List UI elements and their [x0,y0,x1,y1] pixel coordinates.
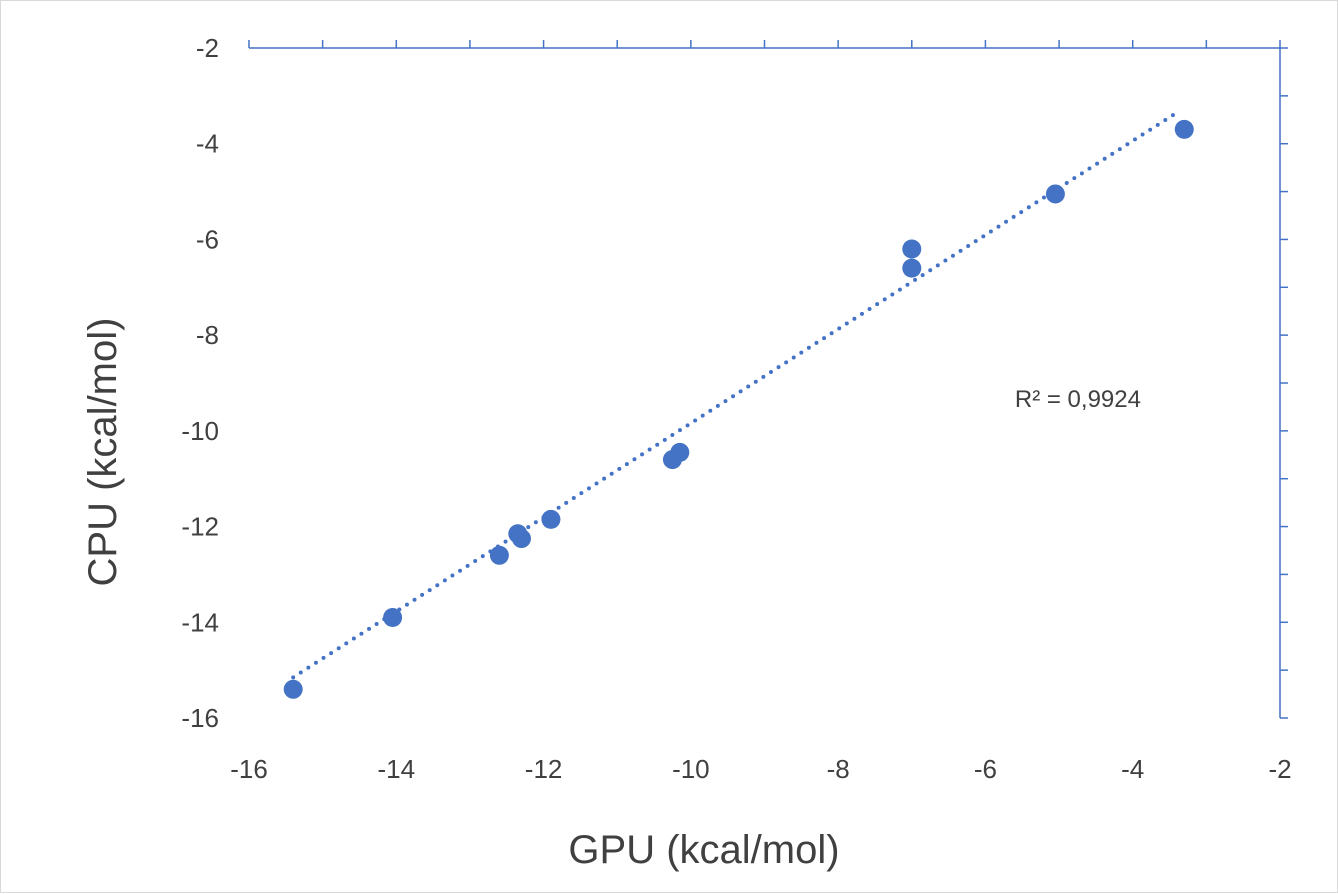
x-tick-label: -8 [827,754,850,784]
data-point [283,679,303,699]
data-point [383,608,403,627]
x-tick-label: -14 [377,754,415,784]
trendline [291,110,1179,680]
data-point [541,509,561,529]
data-point [902,239,922,259]
x-tick-label: -10 [672,754,710,784]
data-point [902,258,922,278]
axes-group [248,40,1288,719]
y-tick-label: -12 [181,512,219,542]
y-tick-label: -8 [196,320,219,350]
y-tick-labels: -16 -14 -12 -10 -8 -6 -4 -2 [181,33,219,733]
y-tick-label: -6 [196,224,219,254]
x-tick-label: -12 [525,754,563,784]
x-axis-title: GPU (kcal/mol) [568,828,839,872]
trendline-group [291,110,1179,680]
y-tick-label: -14 [181,607,219,637]
data-point [511,529,531,549]
data-point [489,545,509,565]
x-tick-label: -6 [974,754,997,784]
data-points [283,119,1194,699]
data-point [670,442,690,462]
r-squared-label: R² = 0,9924 [1015,386,1141,413]
x-tick-labels: -16 -14 -12 -10 -8 -6 -4 -2 [230,754,1291,784]
data-point [1174,119,1194,139]
data-point [1045,184,1065,204]
x-tick-label: -4 [1121,754,1144,784]
x-tick-label: -16 [230,754,268,784]
y-tick-label: -10 [181,416,219,446]
y-tick-label: -4 [196,129,219,159]
y-axis-title: CPU (kcal/mol) [81,318,125,587]
y-tick-label: -2 [196,33,219,63]
y-tick-label: -16 [181,703,219,733]
x-tick-label: -2 [1268,754,1291,784]
